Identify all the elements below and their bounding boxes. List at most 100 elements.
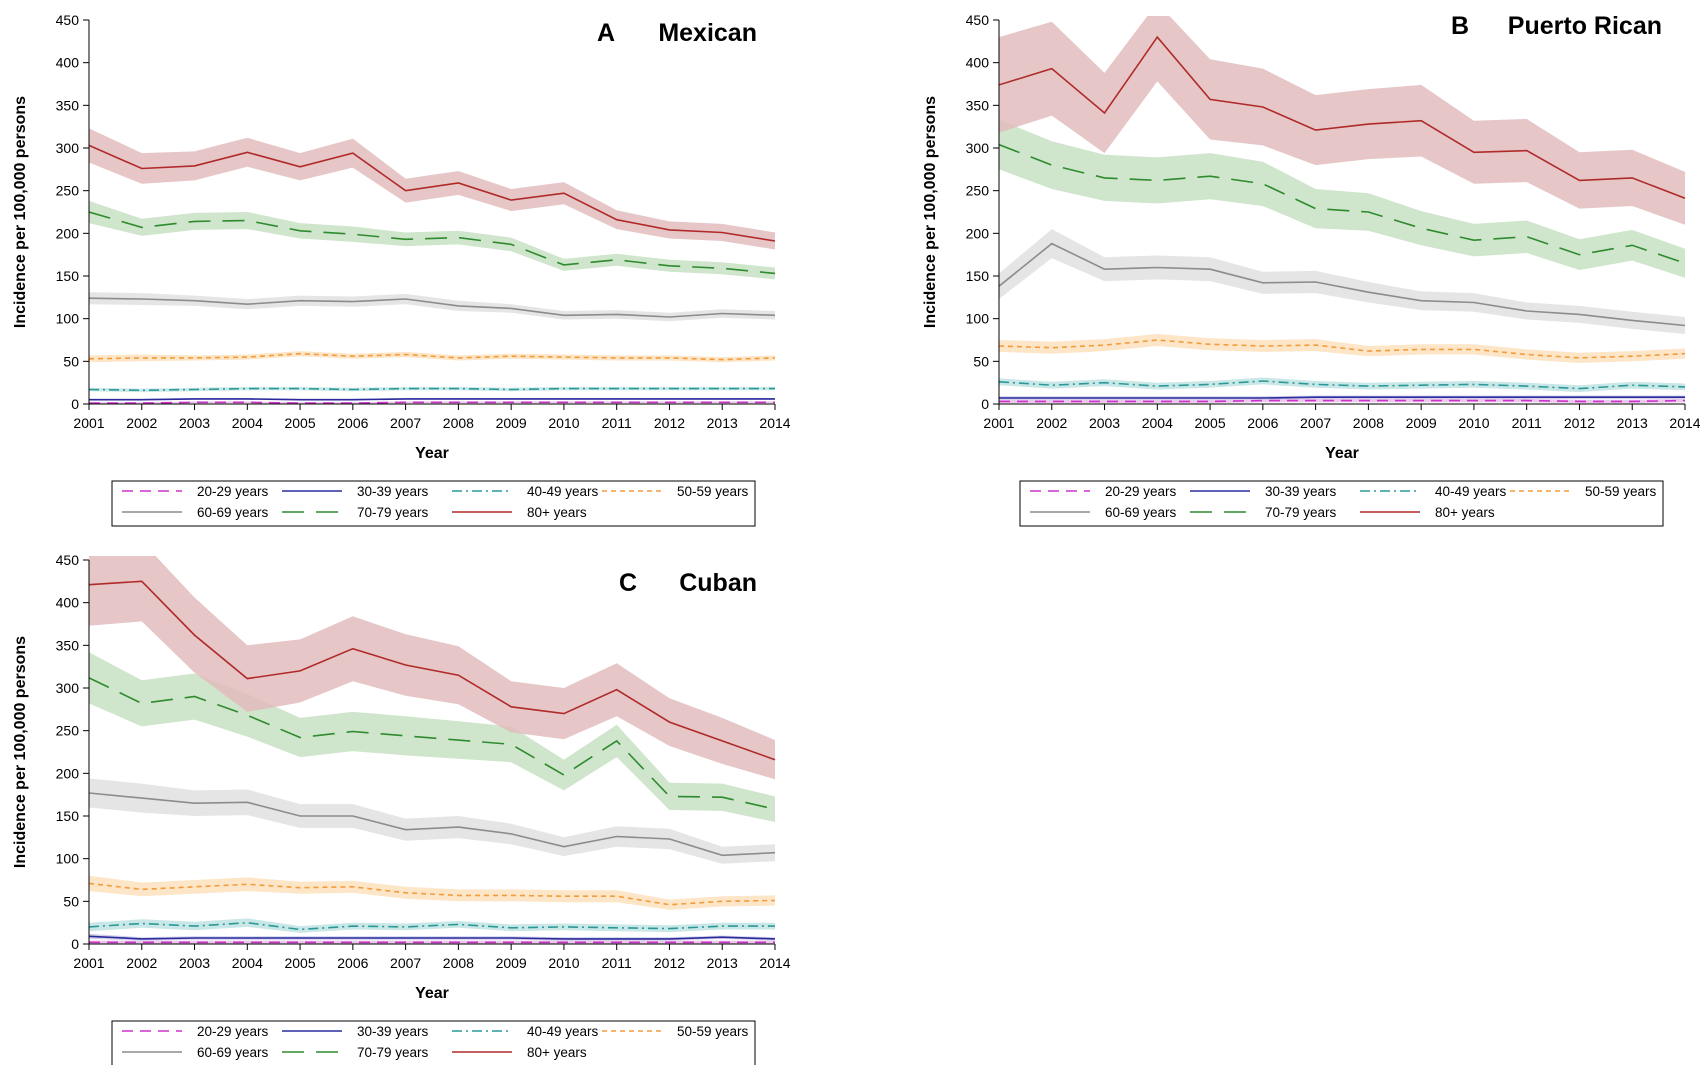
legend-label: 20-29 years (197, 1024, 269, 1039)
series-line (89, 792, 776, 857)
series-line (999, 242, 1686, 327)
legend-label: 70-79 years (357, 1045, 429, 1060)
x-tick-label: 2003 (179, 955, 210, 971)
y-tick-label: 300 (56, 140, 80, 156)
series-line (89, 352, 776, 361)
confidence-band (999, 16, 1685, 225)
x-axis-label: Year (1325, 445, 1359, 462)
x-tick-label: 2012 (654, 955, 685, 971)
legend-label: 70-79 years (357, 505, 429, 520)
chart-panel-c: 0 50 100 150 200 250 300 350 400 450 2001 2002 2003 2… (12, 552, 791, 1065)
y-tick-label: 450 (56, 12, 80, 28)
legend-label: 30-39 years (357, 1024, 429, 1039)
legend: 20-29 years 30-39 years 40-49 years 50-59 y… (111, 480, 756, 527)
series-line (999, 35, 1686, 200)
y-tick-label: 50 (63, 353, 79, 369)
legend-label: 40-49 years (527, 484, 599, 499)
legend-label: 20-29 years (1105, 484, 1177, 499)
x-tick-label: 2002 (1036, 415, 1067, 431)
x-tick-label: 2011 (602, 415, 632, 431)
x-tick-label: 2009 (496, 955, 527, 971)
y-axis-label: Incidence per 100,000 persons (922, 96, 939, 328)
x-tick-label: 2007 (1300, 415, 1331, 431)
x-tick-label: 2008 (443, 955, 474, 971)
x-tick-label: 2014 (759, 415, 790, 431)
legend-label: 30-39 years (1265, 484, 1337, 499)
x-tick-label: 2011 (1512, 415, 1542, 431)
panel-letter: A (597, 19, 615, 47)
confidence-band (89, 875, 775, 910)
confidence-band (89, 778, 775, 864)
series-line (89, 921, 775, 931)
x-tick-label: 2001 (73, 415, 104, 431)
confidence-band (999, 229, 1685, 334)
plot-area (89, 556, 776, 944)
legend-label: 70-79 years (1265, 505, 1337, 520)
y-tick-label: 450 (966, 12, 990, 28)
x-tick-label: 2011 (602, 955, 632, 971)
series-line (999, 339, 1686, 359)
x-tick-label: 2006 (337, 955, 368, 971)
x-tick-label: 2004 (232, 955, 263, 971)
x-tick-label: 2007 (390, 955, 421, 971)
legend-label: 60-69 years (197, 505, 269, 520)
x-tick-label: 2001 (73, 955, 104, 971)
series-line (999, 380, 1686, 390)
series-line (89, 401, 775, 404)
x-tick-label: 2005 (284, 415, 315, 431)
series-line (89, 935, 776, 940)
x-tick-label: 2010 (548, 415, 579, 431)
y-tick-label: 250 (56, 723, 80, 739)
y-tick-label: 100 (966, 311, 990, 327)
legend-label: 50-59 years (677, 484, 749, 499)
x-tick-label: 2004 (232, 415, 263, 431)
series-line (89, 398, 775, 401)
y-axis-label: Incidence per 100,000 persons (12, 96, 29, 328)
series-line (89, 882, 776, 906)
legend-label: 50-59 years (1585, 484, 1657, 499)
x-tick-label: 2005 (1194, 415, 1225, 431)
legend-label: 30-39 years (357, 484, 429, 499)
x-tick-label: 2013 (707, 415, 738, 431)
legend-box (111, 1020, 756, 1065)
series-line (999, 396, 1685, 399)
series-line (89, 580, 776, 761)
confidence-band (89, 652, 775, 822)
panel-letter: C (619, 569, 637, 597)
panel-title: Mexican (658, 19, 757, 47)
y-tick-label: 0 (71, 936, 79, 952)
confidence-band (89, 556, 775, 780)
confidence-band (89, 128, 775, 250)
plot-area (999, 16, 1686, 404)
legend: 20-29 years 30-39 years 40-49 years 50-59 y… (1019, 480, 1664, 527)
x-tick-label: 2012 (654, 415, 685, 431)
x-tick-label: 2009 (1406, 415, 1437, 431)
y-tick-label: 250 (56, 183, 80, 199)
x-tick-label: 2009 (496, 415, 527, 431)
y-axis-label: Incidence per 100,000 persons (12, 636, 29, 868)
series-line (89, 297, 776, 318)
legend-label: 80+ years (527, 505, 587, 520)
y-tick-label: 150 (56, 808, 80, 824)
panel-title: Cuban (679, 569, 757, 597)
panel-title: Puerto Rican (1508, 12, 1662, 40)
y-tick-label: 50 (973, 353, 989, 369)
x-tick-label: 2014 (759, 955, 790, 971)
chart-panel-b: 0 50 100 150 200 250 300 350 400 450 2001 2002 2003 2… (922, 12, 1700, 527)
x-tick-label: 2008 (443, 415, 474, 431)
legend-label: 80+ years (1435, 505, 1495, 520)
x-tick-label: 2012 (1564, 415, 1595, 431)
x-tick-label: 2010 (548, 955, 579, 971)
x-axis-label: Year (415, 445, 449, 462)
x-tick-label: 2006 (1247, 415, 1278, 431)
x-tick-label: 2013 (707, 955, 738, 971)
x-tick-label: 2006 (337, 415, 368, 431)
x-tick-label: 2007 (390, 415, 421, 431)
x-tick-label: 2005 (284, 955, 315, 971)
y-tick-label: 200 (56, 225, 80, 241)
confidence-band (89, 200, 775, 280)
y-tick-label: 300 (966, 140, 990, 156)
panel-letter: B (1451, 12, 1469, 40)
x-tick-label: 2008 (1353, 415, 1384, 431)
